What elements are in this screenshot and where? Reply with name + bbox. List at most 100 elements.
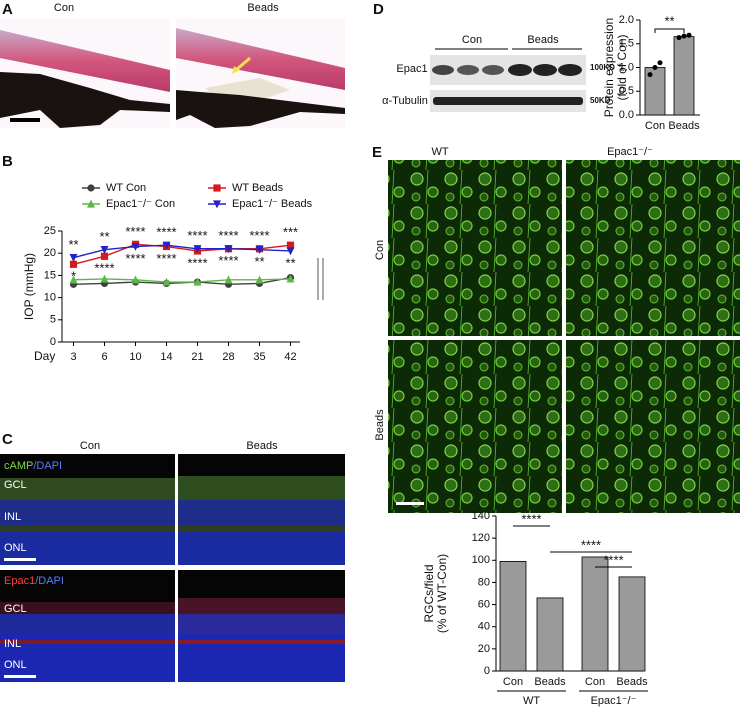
y-axis-label: IOP (mmHg) <box>22 253 36 320</box>
panel-e: E WT Epac1⁻/⁻ Con Beads <box>372 144 740 513</box>
data-point <box>686 32 692 38</box>
data-point <box>676 35 682 41</box>
stain-name: Epac1 <box>4 575 35 587</box>
x-tick-label: Con <box>585 676 605 688</box>
panel-a: A Con Beads <box>0 1 345 128</box>
significance: * <box>71 269 76 284</box>
x-tick-label: 3 <box>70 351 76 363</box>
significance: **** <box>218 228 238 243</box>
significance: **** <box>521 511 541 526</box>
bar <box>499 560 527 672</box>
x-tick-label: 28 <box>222 351 234 363</box>
panel-label: D <box>373 1 384 18</box>
image-title: Con <box>54 2 74 14</box>
marker <box>69 260 78 268</box>
legend-marker <box>213 200 221 209</box>
x-tick-label: Beads <box>668 120 700 132</box>
x-tick-label: Beads <box>616 676 648 688</box>
series-line <box>73 243 291 265</box>
significance: ** <box>68 237 78 252</box>
y-tick-label: 20 <box>44 247 56 259</box>
significance: ** <box>254 254 264 269</box>
significance: *** <box>283 225 298 240</box>
series-line <box>73 244 291 259</box>
legend-label: Epac1⁻/⁻ Con <box>106 198 175 210</box>
marker <box>131 242 140 251</box>
marker <box>193 277 202 286</box>
stain-name: cAMP <box>4 460 33 472</box>
image-title: Con <box>80 440 100 452</box>
row-label: Beads <box>374 409 386 441</box>
panel-label: C <box>2 431 13 448</box>
size-label: 50KD <box>590 96 611 105</box>
y-tick-label: 5 <box>50 314 56 326</box>
histology-image <box>176 18 345 128</box>
bar <box>673 36 695 116</box>
layer-label: GCL <box>4 603 27 615</box>
layer-label: INL <box>4 638 21 650</box>
y-tick-label: 0 <box>50 336 56 348</box>
legend-label: WT Con <box>106 182 146 194</box>
marker <box>286 241 295 249</box>
x-tick-label: 21 <box>191 351 203 363</box>
y-tick-label: 0 <box>484 665 490 677</box>
histology-image <box>0 18 170 128</box>
x-tick-label: 6 <box>101 351 107 363</box>
microscopy-image <box>566 340 740 513</box>
stain-name: /DAPI <box>33 460 62 472</box>
layer-label: ONL <box>4 659 27 671</box>
marker <box>162 277 171 286</box>
layer-label: ONL <box>4 542 27 554</box>
stain-label: Epac1/DAPI <box>4 575 64 587</box>
y-tick-label: 2.0 <box>619 14 634 26</box>
row-label: Con <box>374 240 386 260</box>
marker <box>224 245 233 254</box>
significance: ** <box>99 229 109 244</box>
significance: ** <box>664 13 674 28</box>
y-axis-label: RGCs/field <box>422 564 436 622</box>
significance: **** <box>218 253 238 268</box>
y-tick-label: 0.5 <box>619 85 634 97</box>
legend-label: WT Beads <box>232 182 284 194</box>
legend-marker <box>213 184 221 192</box>
image-title: Beads <box>246 440 278 452</box>
layer-label: INL <box>4 511 21 523</box>
panel-d: D Con Beads Epac1 α-Tubulin 100KD 50KD <box>373 1 615 112</box>
y-tick-label: 140 <box>472 510 490 522</box>
marker <box>255 275 264 284</box>
y-tick-label: 15 <box>44 269 56 281</box>
marker <box>100 246 109 254</box>
row-label: Epac1 <box>396 63 427 75</box>
panel-label: E <box>372 144 382 161</box>
y-tick-label: 100 <box>472 554 490 566</box>
lane-label: Beads <box>527 34 559 46</box>
y-tick-label: 40 <box>478 621 490 633</box>
marker <box>193 245 202 254</box>
x-tick-label: 42 <box>284 351 296 363</box>
marker <box>131 275 140 284</box>
x-tick-label: 10 <box>129 351 141 363</box>
significance: **** <box>94 261 114 276</box>
marker <box>286 274 295 283</box>
significance: **** <box>249 228 269 243</box>
stain-label: cAMP/DAPI <box>4 460 62 472</box>
marker <box>100 274 109 283</box>
y-tick-label: 60 <box>478 598 490 610</box>
bar <box>618 576 646 672</box>
x-tick-label: Con <box>503 676 523 688</box>
y-tick-label: 20 <box>478 643 490 655</box>
stain-name: /DAPI <box>35 575 64 587</box>
row-label: α-Tubulin <box>382 95 428 107</box>
data-point <box>647 72 653 78</box>
marker <box>100 252 109 260</box>
panel-label: A <box>2 1 13 18</box>
significance: **** <box>156 225 176 240</box>
marker <box>69 254 78 262</box>
legend-marker <box>87 199 95 208</box>
column-label: WT <box>431 146 448 158</box>
y-tick-label: 120 <box>472 532 490 544</box>
microscopy-image <box>388 160 562 336</box>
marker <box>286 247 295 256</box>
column-label: Epac1⁻/⁻ <box>607 146 653 158</box>
